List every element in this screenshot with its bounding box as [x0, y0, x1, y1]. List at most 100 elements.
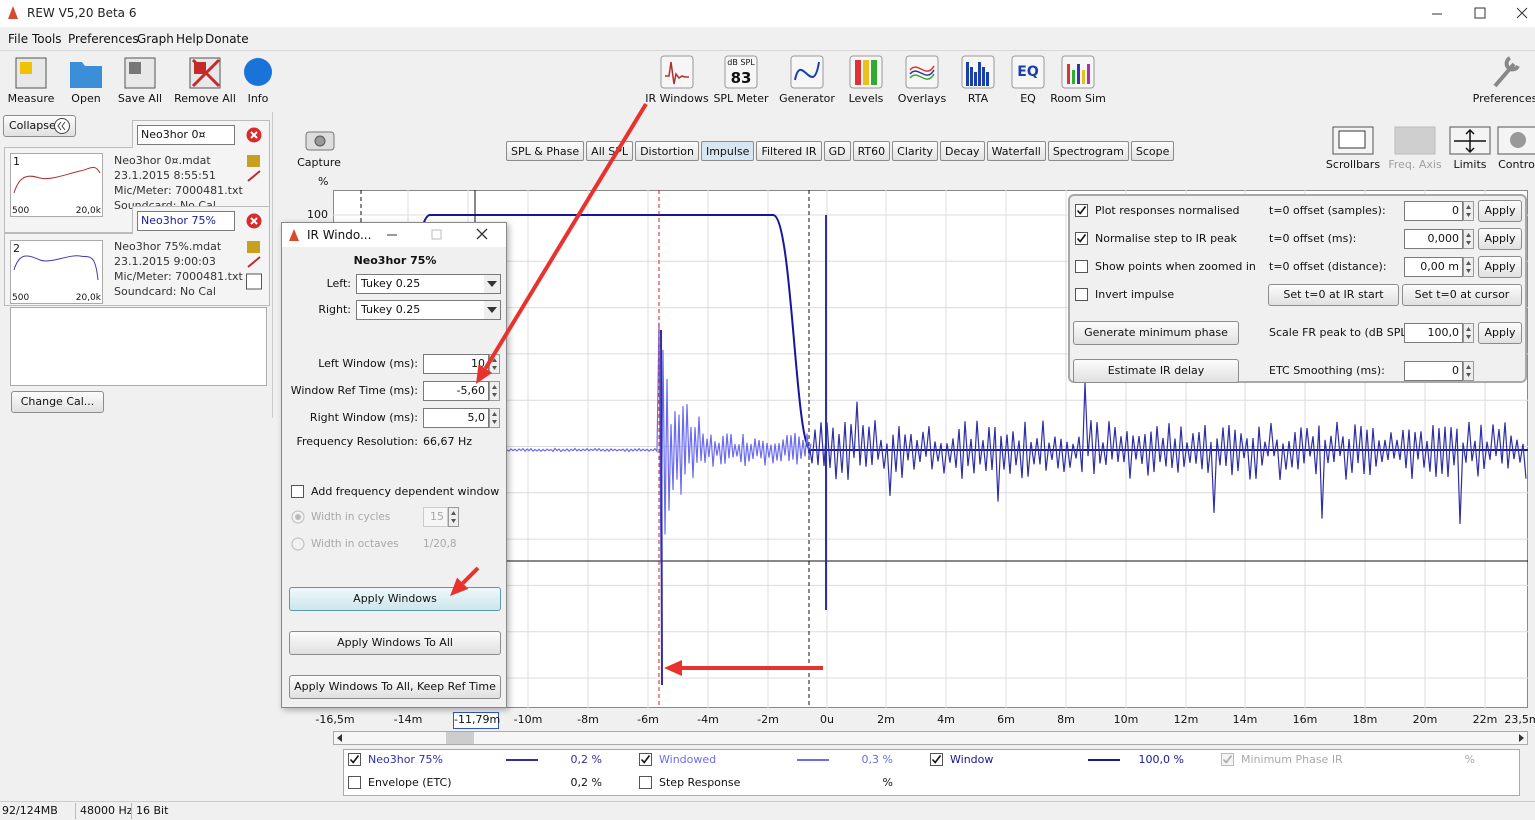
thumbnail-axis: 20,0k	[75, 206, 101, 216]
x-tick-label: 20m	[1412, 713, 1438, 726]
input-field[interactable]: 5,0	[423, 408, 489, 428]
combo-box[interactable]: Tukey 0.25	[356, 300, 501, 320]
toolbar-button[interactable]: Measure	[7, 92, 55, 105]
input-field[interactable]: -5,60	[423, 381, 489, 401]
dialog-button[interactable]: Apply Windows To All, Keep Ref Time	[289, 675, 501, 699]
toolbar-button[interactable]: Remove All	[174, 92, 236, 105]
view-button[interactable]: Control	[1498, 158, 1535, 171]
graph-tab[interactable]: Decay	[940, 141, 985, 161]
toolbar-button[interactable]: Preferences	[1472, 92, 1535, 105]
toolbar-button[interactable]: Info	[247, 92, 269, 105]
menu-separator	[0, 50, 1535, 51]
apply-button[interactable]: Apply	[1478, 228, 1522, 250]
field-label: Left:	[326, 277, 351, 290]
thumbnail-response	[13, 166, 101, 194]
combo-box[interactable]: Tukey 0.25	[356, 274, 501, 294]
capture-button[interactable]: Capture	[297, 156, 341, 169]
checkbox[interactable]	[1075, 204, 1088, 217]
apply-button[interactable]: Apply	[1478, 256, 1522, 278]
legend-value: %	[882, 776, 893, 789]
toolbar-button[interactable]: SPL Meter	[713, 92, 769, 105]
input-field[interactable]: 15	[423, 507, 448, 527]
checkbox[interactable]	[1075, 260, 1088, 273]
field-value: 66,67 Hz	[423, 435, 473, 448]
dialog-button[interactable]: Apply Windows	[289, 587, 501, 611]
view-button[interactable]: Limits	[1453, 158, 1487, 171]
tool-a	[247, 155, 260, 167]
estimate-ir-delay[interactable]: Estimate IR delay	[1073, 359, 1239, 383]
input-field[interactable]: 0,00 m	[1404, 257, 1463, 277]
input-field[interactable]: 100,0	[1404, 323, 1463, 343]
checkbox-box	[291, 485, 304, 498]
set-t0-ir-start[interactable]: Set t=0 at IR start	[1268, 284, 1399, 306]
x-tick-label: -4m	[697, 713, 719, 726]
spinner	[489, 354, 500, 374]
toolbar-button[interactable]: Room Sim	[1050, 92, 1106, 105]
input-field[interactable]: 0,000	[1404, 229, 1463, 249]
apply-button[interactable]: Apply	[1478, 200, 1522, 222]
menu-item[interactable]: Help	[176, 32, 204, 46]
graph-tab[interactable]: Scope	[1130, 141, 1175, 161]
checkbox[interactable]	[930, 753, 943, 766]
checkmark	[1076, 206, 1087, 215]
input-field[interactable]: Neo3hor 0¤	[137, 125, 235, 145]
checkbox[interactable]	[348, 776, 361, 789]
toolbar-button[interactable]: IR Windows	[645, 92, 709, 105]
toolbar-button[interactable]: Open	[71, 92, 101, 105]
measurement-date: 23.1.2015 8:55:51	[114, 169, 216, 182]
toolbar-button[interactable]: Overlays	[897, 92, 947, 105]
x-tick-label: -14m	[393, 713, 423, 726]
graph-tab[interactable]: Spectrogram	[1047, 141, 1129, 161]
checkbox-label: Plot responses normalised	[1095, 204, 1240, 217]
view-button[interactable]: Freq. Axis	[1388, 158, 1442, 171]
checkbox[interactable]	[639, 753, 652, 766]
checkbox[interactable]	[348, 753, 361, 766]
input-field[interactable]: 0	[1404, 361, 1463, 381]
toolbar-button[interactable]: Save All	[117, 92, 163, 105]
radio[interactable]	[291, 510, 305, 524]
x-tick-label: 23,5m	[1504, 713, 1535, 726]
menu-item[interactable]: File	[8, 32, 29, 46]
spinner-up	[492, 385, 497, 389]
apply-button[interactable]: Apply	[1478, 322, 1522, 344]
x-tick-label: 12m	[1173, 713, 1199, 726]
remove-measurement[interactable]	[246, 127, 262, 143]
combo-arrow	[484, 275, 500, 293]
generate-min-phase[interactable]: Generate minimum phase	[1073, 321, 1239, 345]
checkbox[interactable]	[291, 485, 304, 498]
menu-item[interactable]: Graph	[137, 32, 174, 46]
status-sep	[75, 803, 76, 819]
legend-value: %	[1464, 753, 1475, 766]
dialog-button[interactable]: Apply Windows To All	[289, 631, 501, 655]
menu-item[interactable]: Donate	[205, 32, 249, 46]
checkbox[interactable]	[639, 776, 652, 789]
graph-tab[interactable]: Waterfall	[986, 141, 1046, 161]
menu-item[interactable]: Preferences	[68, 32, 139, 46]
input-field[interactable]: Neo3hor 75%	[137, 211, 235, 231]
graph-tab[interactable]: Impulse	[700, 141, 755, 161]
measurement-tools	[246, 241, 262, 290]
graph-tab[interactable]: GD	[823, 141, 851, 161]
app-icon	[8, 6, 18, 19]
toolbar-button[interactable]: RTA	[967, 92, 989, 105]
checkbox[interactable]	[1075, 232, 1088, 245]
graph-tab[interactable]: Filtered IR	[756, 141, 822, 161]
toolbar-button[interactable]: Levels	[848, 92, 884, 105]
checkbox[interactable]	[1221, 753, 1234, 766]
graph-tab[interactable]: RT60	[852, 141, 891, 161]
toolbar-button[interactable]: EQ	[1020, 92, 1036, 105]
remove-measurement[interactable]	[246, 213, 262, 229]
menu-item[interactable]: Tools	[32, 32, 62, 46]
input-field[interactable]: 0	[1404, 201, 1463, 221]
spinner-box	[1463, 257, 1474, 277]
view-button[interactable]: Scrollbars	[1325, 158, 1381, 171]
graph-tab[interactable]: Clarity	[892, 141, 939, 161]
radio[interactable]	[291, 537, 305, 551]
input-field[interactable]: 10	[423, 354, 489, 374]
set-t0-cursor[interactable]: Set t=0 at cursor	[1402, 284, 1522, 306]
change-cal-button[interactable]: Change Cal...	[11, 391, 104, 413]
x-tick-label: 2m	[877, 713, 895, 726]
toolbar-button[interactable]: Generator	[779, 92, 835, 105]
checkbox-box	[639, 776, 652, 789]
checkbox[interactable]	[1075, 288, 1088, 301]
